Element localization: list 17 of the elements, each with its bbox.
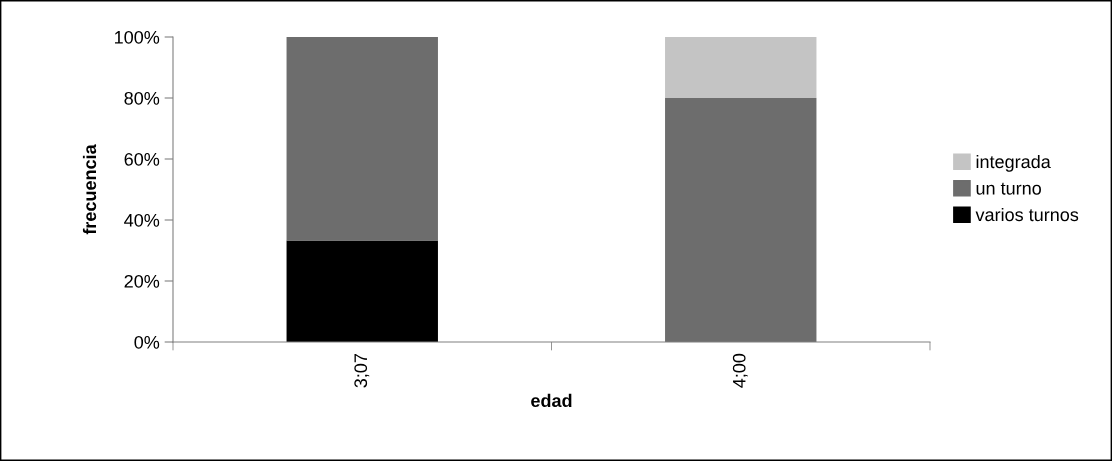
y-tick-label: 0% — [134, 335, 160, 349]
bar — [665, 98, 817, 342]
y-tick-label: 100% — [115, 30, 160, 44]
legend-label: varios turnos — [975, 207, 1079, 222]
y-tick-label: 20% — [124, 274, 160, 288]
legend-label: integrada — [976, 154, 1051, 172]
y-tick-label: 40% — [124, 213, 160, 227]
y-tick-label: 80% — [124, 91, 160, 105]
x-axis-title: edad — [531, 393, 572, 408]
bar — [286, 240, 438, 342]
x-tick-label: 4;00 — [732, 353, 748, 388]
y-axis-title: frecuencia — [82, 144, 97, 235]
x-tick-label: 3;07 — [354, 354, 370, 388]
bar — [665, 37, 817, 98]
bar — [286, 37, 438, 241]
legend-label: un turno — [976, 182, 1041, 195]
y-tick-label: 60% — [124, 152, 160, 166]
